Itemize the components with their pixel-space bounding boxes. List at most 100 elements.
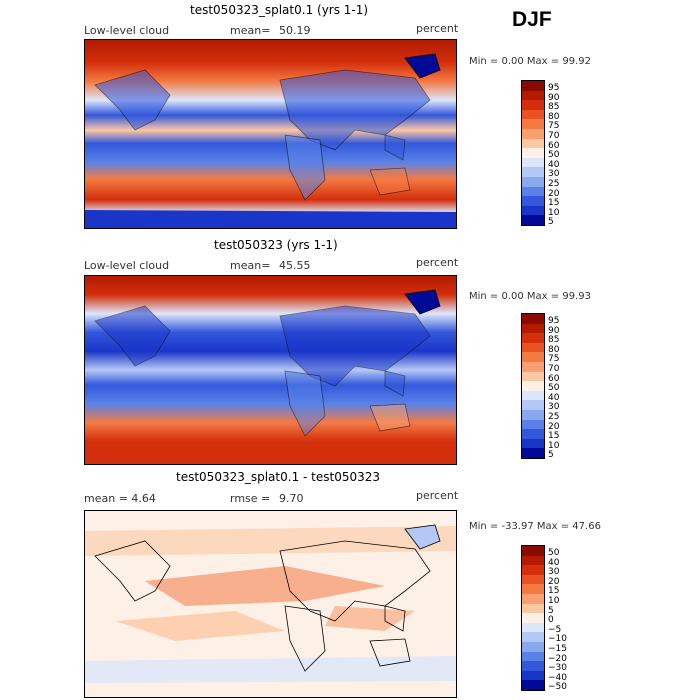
colorbar-tick-label: 50 (548, 548, 560, 558)
colorbar-swatch (522, 109, 544, 120)
panel1-mean-value: 50.19 (279, 24, 311, 37)
colorbar-swatch (522, 81, 544, 91)
colorbar-tick-label: 80 (548, 111, 560, 122)
colorbar-swatch (522, 555, 544, 566)
colorbar-tick-label: 10 (548, 596, 560, 606)
colorbar-tick-label: 60 (548, 140, 560, 151)
colorbar-tick-label: 85 (548, 335, 560, 346)
panel1-colorbar (521, 80, 545, 226)
panel1-map (84, 39, 457, 229)
colorbar-swatch (522, 119, 544, 129)
colorbar-swatch (522, 138, 544, 149)
colorbar-swatch (522, 381, 544, 391)
panel3-title: test050323_splat0.1 - test050323 (176, 470, 381, 484)
colorbar-swatch (522, 342, 544, 353)
colorbar-swatch (522, 419, 544, 430)
panel1-minmax: Min = 0.00 Max = 99.92 (469, 56, 591, 67)
colorbar-swatch (522, 333, 544, 343)
colorbar-tick-label: −5 (548, 624, 562, 635)
colorbar-tick-label: 5 (548, 605, 554, 616)
colorbar-swatch (522, 680, 544, 690)
colorbar-tick-label: 15 (548, 198, 560, 209)
colorbar-swatch (522, 323, 544, 334)
colorbar-swatch (522, 157, 544, 168)
colorbar-swatch (522, 167, 544, 177)
colorbar-swatch (522, 361, 544, 372)
colorbar-swatch (522, 196, 544, 206)
season-label: DJF (512, 8, 552, 31)
colorbar-tick-label: 85 (548, 102, 560, 113)
colorbar-swatch (522, 352, 544, 362)
panel2-units: percent (416, 256, 459, 269)
colorbar-swatch (522, 565, 544, 575)
colorbar-swatch (522, 148, 544, 158)
colorbar-tick-label: 10 (548, 440, 560, 451)
colorbar-tick-label: 20 (548, 576, 560, 587)
colorbar-swatch (522, 622, 544, 633)
colorbar-tick-label: 30 (548, 169, 560, 180)
colorbar-tick-label: 25 (548, 179, 560, 189)
colorbar-tick-label: 30 (548, 567, 560, 578)
colorbar-swatch (522, 448, 544, 458)
colorbar-tick-label: −20 (548, 653, 567, 664)
colorbar-tick-label: −40 (548, 672, 567, 683)
colorbar-tick-label: 25 (548, 412, 560, 422)
colorbar-tick-label: −30 (548, 663, 567, 674)
colorbar-tick-label: −10 (548, 634, 567, 645)
colorbar-swatch (522, 429, 544, 439)
colorbar-swatch (522, 100, 544, 110)
colorbar-tick-label: 30 (548, 402, 560, 413)
panel3-map (84, 510, 457, 698)
panel2-minmax: Min = 0.00 Max = 99.93 (469, 291, 591, 302)
colorbar-swatch (522, 584, 544, 594)
colorbar-swatch (522, 603, 544, 614)
colorbar-swatch (522, 661, 544, 671)
colorbar-tick-label: 15 (548, 431, 560, 442)
panel2-map-svg (85, 276, 456, 464)
colorbar-tick-label: 15 (548, 586, 560, 597)
colorbar-tick-label: −50 (548, 682, 567, 693)
colorbar-tick-label: 80 (548, 344, 560, 355)
colorbar-tick-label: 90 (548, 325, 560, 336)
colorbar-tick-label: 20 (548, 188, 560, 199)
colorbar-tick-label: 70 (548, 364, 560, 374)
colorbar-swatch (522, 176, 544, 187)
colorbar-tick-label: 5 (548, 450, 554, 461)
panel3-rmse-value: 9.70 (279, 492, 304, 505)
panel2-map (84, 275, 457, 465)
panel3-minmax: Min = -33.97 Max = 47.66 (469, 521, 601, 532)
colorbar-swatch (522, 438, 544, 449)
colorbar-swatch (522, 641, 544, 652)
panel1-units: percent (416, 22, 459, 35)
panel1-variable-label: Low-level cloud (84, 24, 170, 37)
colorbar-swatch (522, 314, 544, 324)
panel2-mean-value: 45.55 (279, 259, 311, 272)
colorbar-swatch (522, 593, 544, 604)
colorbar-tick-label: 60 (548, 373, 560, 384)
colorbar-tick-label: 95 (548, 83, 560, 93)
colorbar-tick-label: 5 (548, 217, 554, 228)
colorbar-swatch (522, 613, 544, 623)
colorbar-tick-label: 10 (548, 207, 560, 218)
colorbar-tick-label: 50 (548, 383, 560, 394)
colorbar-tick-label: 20 (548, 421, 560, 432)
colorbar-tick-label: 70 (548, 131, 560, 141)
colorbar-swatch (522, 390, 544, 401)
panel1-map-svg (85, 40, 456, 228)
colorbar-tick-label: 75 (548, 121, 560, 132)
colorbar-swatch (522, 546, 544, 556)
colorbar-swatch (522, 128, 544, 139)
colorbar-tick-label: 75 (548, 354, 560, 365)
colorbar-swatch (522, 205, 544, 216)
panel3-mean-text: mean = 4.64 (84, 492, 156, 505)
panel3-rmse-label: rmse = (230, 492, 271, 505)
colorbar-swatch (522, 632, 544, 642)
colorbar-swatch (522, 409, 544, 420)
panel1-title: test050323_splat0.1 (yrs 1-1) (190, 3, 369, 17)
panel2-variable-label: Low-level cloud (84, 259, 170, 272)
panel2-colorbar (521, 313, 545, 459)
panel2-title: test050323 (yrs 1-1) (214, 238, 338, 252)
colorbar-tick-label: 40 (548, 159, 560, 170)
colorbar-swatch (522, 574, 544, 585)
panel3-colorbar (521, 545, 545, 691)
